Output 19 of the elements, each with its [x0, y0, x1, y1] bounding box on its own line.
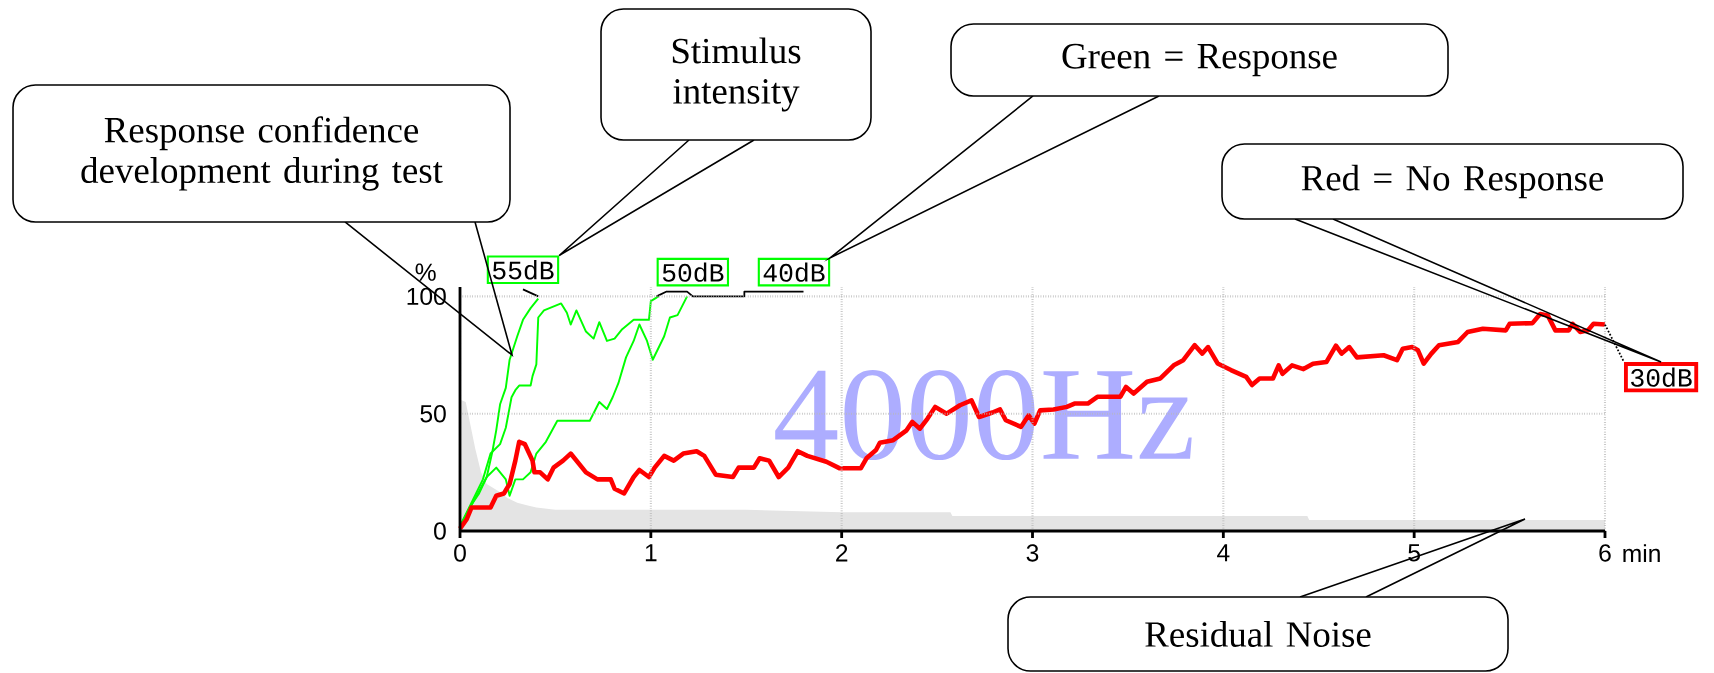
x-tick-label: 6: [1599, 544, 1611, 562]
y-axis-title: %: [415, 263, 436, 281]
x-tick-label: 2: [836, 544, 848, 562]
annotation: 40dB: [763, 262, 825, 282]
annotation: 55dB: [493, 260, 554, 280]
text: Stimulus intensity: [672, 37, 801, 112]
x-tick-label: 4: [1217, 544, 1230, 562]
text: Response confidence development during test: [81, 116, 443, 191]
annotation: 50dB: [662, 262, 724, 282]
x-tick-label: 3: [1026, 544, 1039, 562]
y-tick-label: 0: [434, 522, 446, 540]
text: Green = Response: [1062, 43, 1337, 77]
y-tick-label: 50: [420, 404, 446, 423]
x-tick-label: 1: [645, 544, 657, 562]
x-tick-label: 0: [454, 544, 466, 562]
x-axis-title: min: [1623, 544, 1660, 563]
text: Red = No Response: [1301, 164, 1604, 199]
text: Residual Noise: [1145, 621, 1371, 647]
annotation: 30dB: [1631, 367, 1692, 387]
